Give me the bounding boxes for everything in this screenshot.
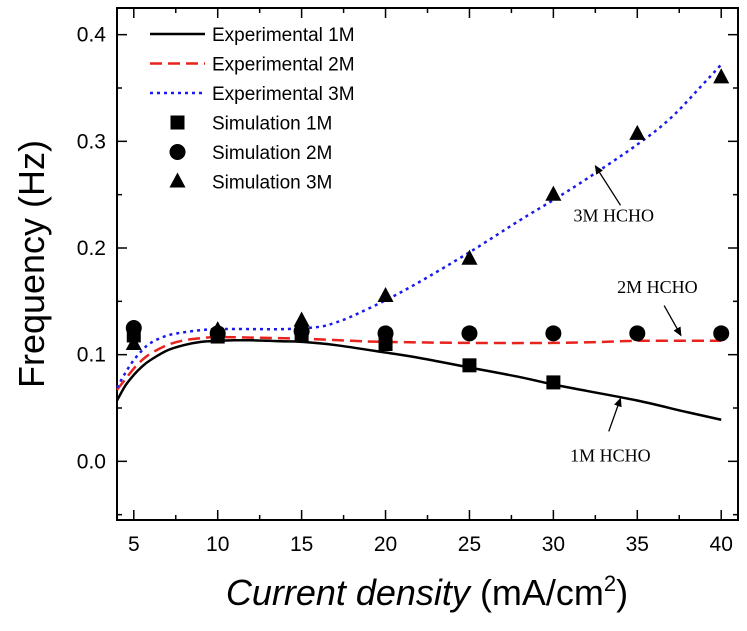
data-point [125,334,142,351]
data-point [293,323,310,340]
annotation-label: 3M HCHO [574,205,655,225]
legend-marker [170,115,185,130]
y-tick-label: 0.1 [77,344,106,367]
legend: Experimental 1M Experimental 2M Experiment… [150,25,355,194]
data-point [713,325,730,342]
data-point [377,325,394,342]
data-point [546,375,561,390]
x-tick-label: 30 [542,533,565,556]
annotations: 3M HCHO 2M HCHO 1M HCHO [570,165,698,465]
x-axis-title-italic: Current density [226,572,472,613]
x-axis-title-close: ) [616,572,628,613]
data-point [545,325,562,342]
y-tick-label: 0.3 [77,130,106,153]
x-axis-title-unit: (mA/cm [480,572,604,613]
data-point [629,124,646,140]
data-point [462,358,477,373]
legend-label: Simulation 1M [212,114,332,135]
legend-marker [169,144,186,160]
x-axis-title-sup: 2 [604,571,616,596]
y-tick-label: 0.0 [77,450,106,473]
x-tick-label: 20 [374,533,397,556]
legend-marker [169,172,186,188]
series-lines [115,63,723,421]
y-axis-title: Frequency (Hz) [11,140,52,388]
data-point [209,321,226,337]
data-point [461,249,478,265]
legend-label: Experimental 3M [212,84,355,105]
axis-ticks [117,8,738,520]
data-point [545,185,562,201]
x-tick-labels: 5 10 15 20 25 30 35 40 [128,533,733,556]
annotation-arrow [663,305,682,337]
legend-label: Simulation 3M [212,173,332,194]
legend-label: Simulation 2M [212,143,332,164]
plot-frame [116,7,739,521]
x-tick-label: 40 [710,533,733,556]
y-tick-labels: 0.0 0.1 0.2 0.3 0.4 [77,24,107,474]
series-line [115,338,722,421]
y-tick-label: 0.4 [77,24,107,47]
series-line [115,63,723,389]
x-tick-label: 10 [206,533,229,556]
x-axis-title: Current density (mA/cm2) [226,571,628,613]
y-tick-label: 0.2 [77,237,106,260]
data-point [377,286,394,303]
series-points [125,68,730,390]
annotation-arrow [594,165,622,206]
x-tick-label: 15 [290,533,313,556]
data-point [461,325,478,342]
data-point [125,320,142,336]
legend-label: Experimental 2M [212,55,355,76]
x-tick-label: 35 [626,533,649,556]
data-point [713,68,730,84]
x-tick-label: 5 [128,533,140,556]
series-line [116,335,722,391]
annotation-label: 1M HCHO [570,445,651,465]
data-point [629,325,646,342]
annotation-label: 2M HCHO [617,277,698,297]
x-tick-label: 25 [458,533,481,556]
data-point [293,311,310,327]
annotation-arrow [608,397,622,432]
legend-label: Experimental 1M [212,25,355,46]
